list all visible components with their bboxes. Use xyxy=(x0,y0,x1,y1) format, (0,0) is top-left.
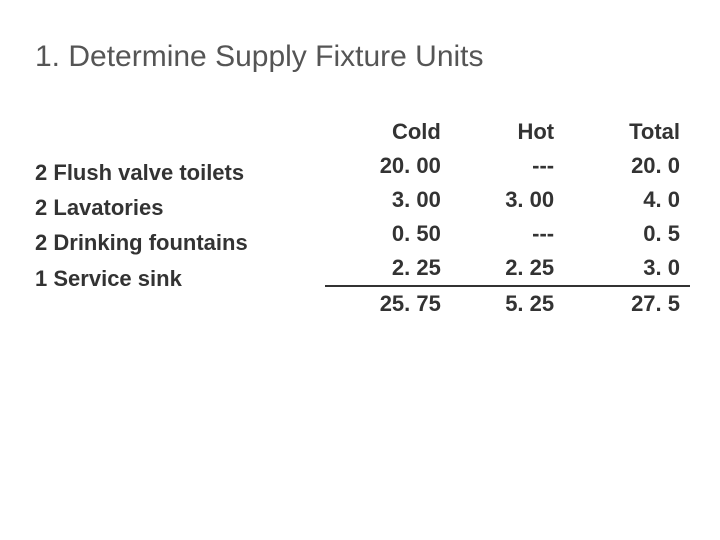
fixture-label: Lavatories xyxy=(53,195,163,220)
fixture-qty: 1 xyxy=(35,266,47,291)
cell-cold: 20. 00 xyxy=(325,149,451,183)
sum-hot: 5. 25 xyxy=(451,286,564,321)
fixture-label: Flush valve toilets xyxy=(53,160,244,185)
header-cold: Cold xyxy=(325,119,451,149)
sum-total: 27. 5 xyxy=(564,286,690,321)
cell-cold: 0. 50 xyxy=(325,217,451,251)
table-row: 2. 25 2. 25 3. 0 xyxy=(325,251,690,286)
cell-cold: 3. 00 xyxy=(325,183,451,217)
slide-title: 1. Determine Supply Fixture Units xyxy=(30,40,690,74)
fixture-list: 2 Flush valve toilets 2 Lavatories 2 Dri… xyxy=(35,119,325,321)
fixture-item: 1 Service sink xyxy=(35,261,325,296)
table-header-row: Cold Hot Total xyxy=(325,119,690,149)
fixture-qty: 2 xyxy=(35,160,47,185)
cell-total: 20. 0 xyxy=(564,149,690,183)
content-area: 2 Flush valve toilets 2 Lavatories 2 Dri… xyxy=(30,119,690,321)
table-row: 20. 00 --- 20. 0 xyxy=(325,149,690,183)
fixture-label: Service sink xyxy=(53,266,181,291)
fixture-qty: 2 xyxy=(35,195,47,220)
fixture-qty: 2 xyxy=(35,230,47,255)
cell-total: 3. 0 xyxy=(564,251,690,286)
header-hot: Hot xyxy=(451,119,564,149)
cell-hot: --- xyxy=(451,149,564,183)
sum-cold: 25. 75 xyxy=(325,286,451,321)
table-row: 3. 00 3. 00 4. 0 xyxy=(325,183,690,217)
values-table-area: Cold Hot Total 20. 00 --- 20. 0 3. 00 3.… xyxy=(325,119,690,321)
cell-total: 0. 5 xyxy=(564,217,690,251)
header-total: Total xyxy=(564,119,690,149)
cell-hot: --- xyxy=(451,217,564,251)
table-row: 0. 50 --- 0. 5 xyxy=(325,217,690,251)
cell-total: 4. 0 xyxy=(564,183,690,217)
table-sum-row: 25. 75 5. 25 27. 5 xyxy=(325,286,690,321)
cell-cold: 2. 25 xyxy=(325,251,451,286)
values-table: Cold Hot Total 20. 00 --- 20. 0 3. 00 3.… xyxy=(325,119,690,321)
fixture-label: Drinking fountains xyxy=(53,230,247,255)
fixture-item: 2 Lavatories xyxy=(35,190,325,225)
cell-hot: 3. 00 xyxy=(451,183,564,217)
fixture-item: 2 Flush valve toilets xyxy=(35,155,325,190)
cell-hot: 2. 25 xyxy=(451,251,564,286)
fixture-item: 2 Drinking fountains xyxy=(35,225,325,260)
